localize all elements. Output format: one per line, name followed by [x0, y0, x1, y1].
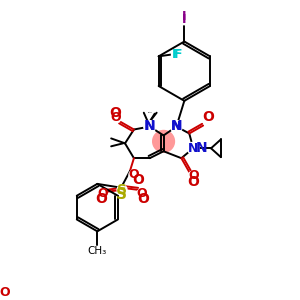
Text: N: N	[145, 120, 155, 133]
Text: O: O	[97, 187, 108, 200]
Text: N: N	[144, 118, 155, 133]
Text: O: O	[109, 106, 121, 120]
Text: O: O	[202, 110, 214, 124]
Text: I: I	[182, 10, 187, 23]
Text: F: F	[173, 48, 182, 61]
Text: O: O	[136, 187, 147, 200]
Text: S: S	[117, 183, 127, 197]
Text: methyl: methyl	[148, 112, 153, 113]
Text: N: N	[188, 142, 198, 155]
Text: N: N	[171, 118, 182, 133]
Circle shape	[170, 121, 182, 133]
Text: O: O	[187, 175, 199, 189]
Text: O: O	[111, 111, 122, 124]
Text: O: O	[132, 173, 144, 187]
Text: O: O	[137, 192, 149, 206]
Text: F: F	[172, 48, 181, 61]
Circle shape	[144, 121, 156, 133]
Text: N: N	[196, 141, 208, 155]
Text: S: S	[116, 187, 127, 202]
Circle shape	[153, 130, 174, 152]
Text: O: O	[0, 286, 10, 299]
Text: O: O	[95, 192, 107, 206]
Circle shape	[111, 113, 121, 123]
Text: I: I	[182, 13, 187, 26]
Text: O: O	[129, 169, 139, 182]
Text: N: N	[171, 120, 182, 133]
Circle shape	[137, 189, 147, 199]
Circle shape	[0, 288, 10, 298]
Circle shape	[188, 171, 198, 181]
Circle shape	[179, 15, 189, 25]
Circle shape	[97, 189, 107, 199]
Text: O: O	[188, 169, 199, 182]
Circle shape	[129, 170, 139, 180]
Circle shape	[117, 185, 127, 195]
Text: CH₃: CH₃	[88, 246, 107, 256]
Circle shape	[172, 50, 182, 59]
Circle shape	[187, 142, 199, 154]
